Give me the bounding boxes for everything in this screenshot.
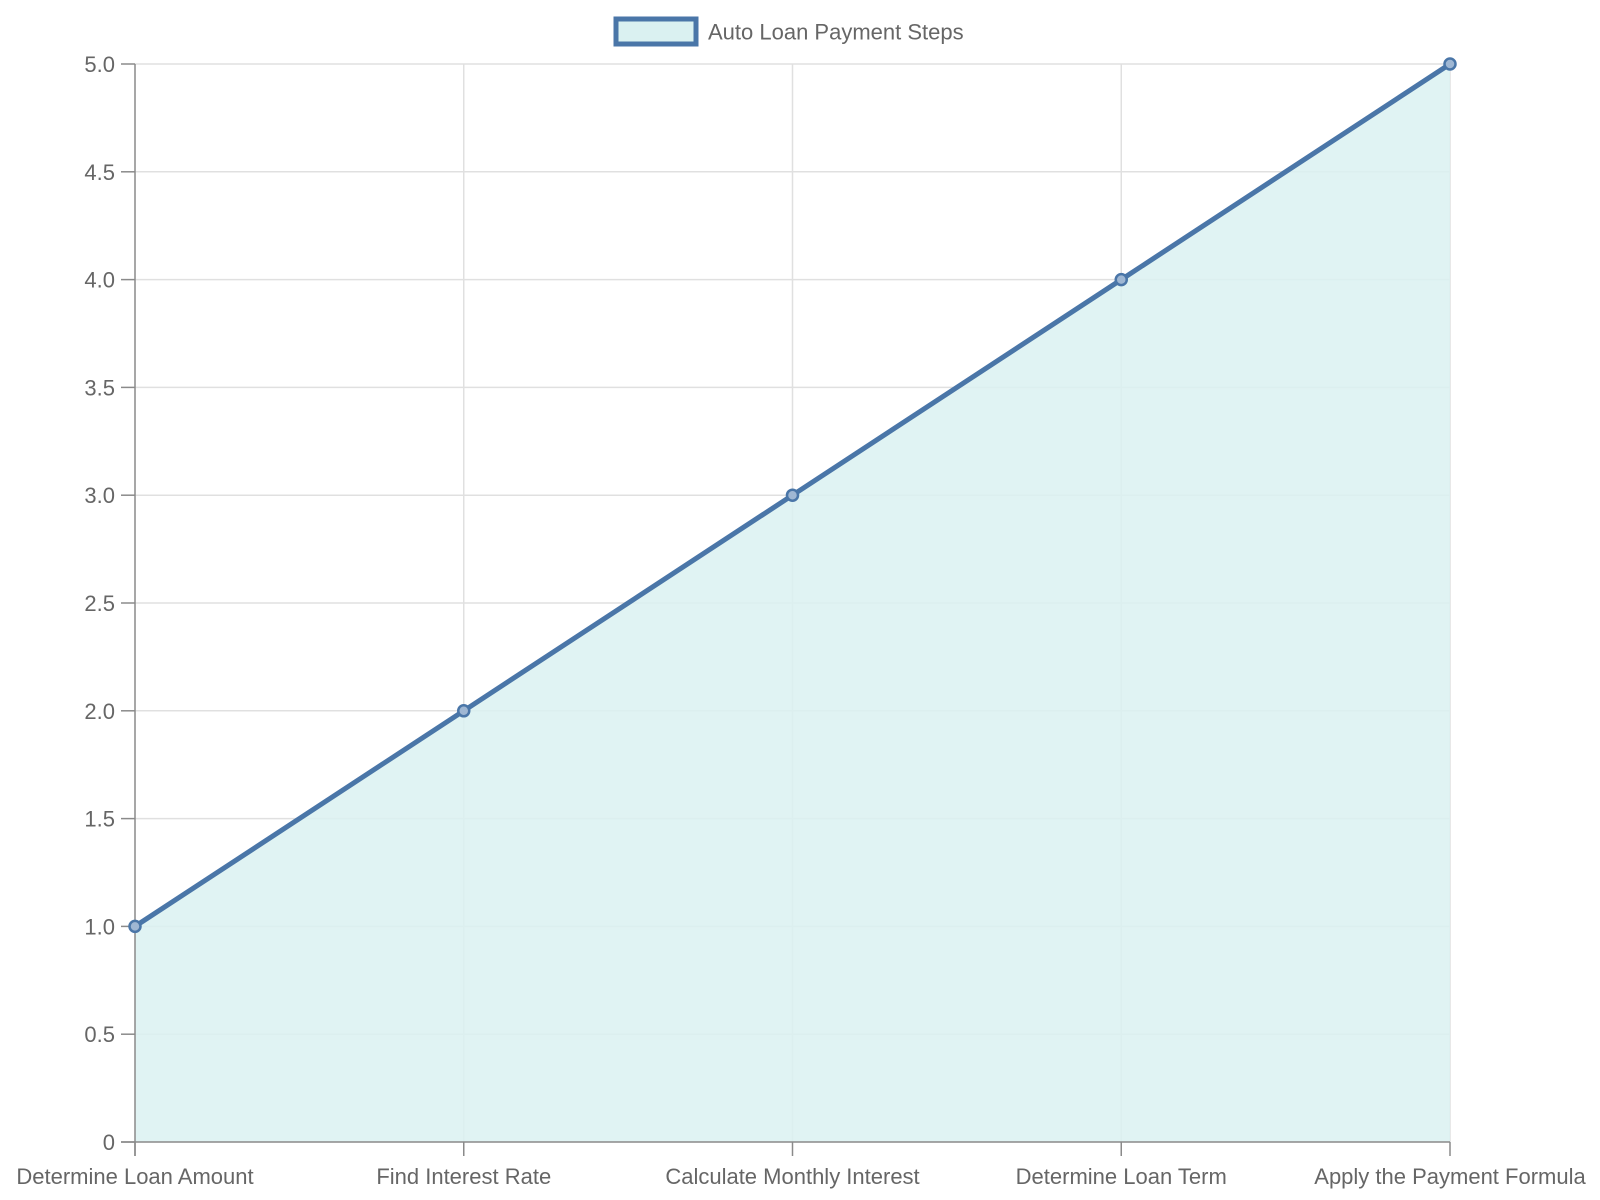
data-point <box>1114 272 1128 287</box>
y-tick-label: 0.5 <box>84 1022 115 1047</box>
y-tick-label: 2.5 <box>84 591 115 616</box>
y-tick-label: 3.5 <box>84 375 115 400</box>
legend-swatch[interactable] <box>613 16 699 47</box>
data-point <box>128 919 142 934</box>
x-tick-label: Determine Loan Amount <box>16 1164 253 1189</box>
y-tick-label: 3.0 <box>84 483 115 508</box>
legend[interactable]: Auto Loan Payment Steps <box>613 16 964 47</box>
y-tick-label: 0 <box>103 1130 115 1155</box>
series-area <box>135 64 1450 1142</box>
y-tick-label: 4.0 <box>84 268 115 293</box>
label-layer: 0 0.5 1.0 1.5 2.0 2.5 3.0 3.5 4.0 4.5 5.0 Determine… <box>16 52 1586 1189</box>
point-layer <box>128 57 1457 934</box>
x-tick-label: Determine Loan Term <box>1016 1164 1227 1189</box>
x-tick-label: Apply the Payment Formula <box>1314 1164 1586 1189</box>
y-tick-label: 2.0 <box>84 699 115 724</box>
axis-layer <box>121 63 1451 1156</box>
y-tick-label: 1.5 <box>84 807 115 832</box>
y-tick-label: 4.5 <box>84 160 115 185</box>
data-point <box>785 488 800 502</box>
x-tick-label: Find Interest Rate <box>376 1164 551 1189</box>
data-point <box>1443 57 1457 71</box>
data-point <box>457 704 471 718</box>
area-layer <box>135 64 1450 1142</box>
x-tick-label: Calculate Monthly Interest <box>665 1164 919 1189</box>
y-tick-label: 5.0 <box>84 52 115 77</box>
legend-label[interactable]: Auto Loan Payment Steps <box>708 20 964 45</box>
y-tick-label: 1.0 <box>84 914 115 939</box>
